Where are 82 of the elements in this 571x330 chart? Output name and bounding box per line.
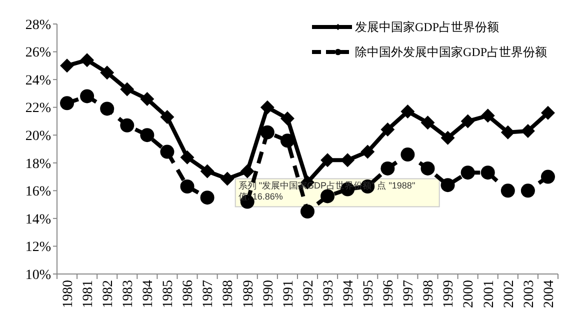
- x-tick-label: 1990: [261, 280, 276, 308]
- x-tick-label: 1984: [141, 280, 156, 308]
- point: [320, 153, 335, 168]
- point: [420, 161, 435, 176]
- point: [240, 164, 254, 178]
- point: [280, 134, 294, 148]
- point: [380, 122, 395, 137]
- x-tick-label: 1983: [121, 280, 136, 308]
- point: [460, 166, 475, 180]
- point: [440, 130, 455, 145]
- y-tick-label: 18%: [25, 156, 52, 172]
- point: [120, 118, 134, 132]
- point: [420, 116, 435, 130]
- point: [500, 184, 515, 198]
- x-tick-label: 2001: [482, 280, 497, 308]
- point: [140, 128, 154, 142]
- x-tick-label: 1997: [402, 280, 417, 308]
- legend-label: 发展中国家GDP占世界份额: [355, 20, 500, 34]
- point: [440, 178, 455, 192]
- point: [180, 150, 194, 164]
- point: [160, 144, 174, 159]
- y-tick-label: 10%: [25, 268, 52, 283]
- point: [480, 108, 495, 123]
- point: [220, 172, 234, 186]
- x-tick-label: 1996: [382, 280, 397, 308]
- point: [520, 184, 535, 198]
- x-tick-label: 1985: [161, 280, 176, 308]
- x-tick-label: 1986: [181, 280, 196, 308]
- x-tick-label: 1992: [301, 280, 316, 308]
- x-tick-label: 1995: [362, 280, 377, 308]
- point: [120, 82, 134, 96]
- point: [320, 189, 335, 204]
- x-tick-label: 2002: [502, 280, 517, 308]
- legend-label: 除中国外发展中国家GDP占世界份额: [355, 45, 548, 60]
- x-tick-label: 1987: [201, 280, 216, 308]
- point: [80, 89, 94, 104]
- point: [160, 110, 174, 124]
- point: [460, 114, 475, 128]
- point: [520, 124, 535, 138]
- x-tick-label: 2004: [542, 280, 557, 308]
- x-tick-label: 1982: [101, 280, 116, 308]
- point: [260, 100, 274, 114]
- point: [500, 125, 515, 140]
- x-tick-label: 1998: [422, 280, 437, 308]
- point: [200, 190, 214, 205]
- point: [260, 125, 274, 140]
- x-tick-label: 1994: [341, 280, 356, 308]
- point: [400, 148, 415, 162]
- point: [60, 96, 74, 110]
- point: [180, 180, 194, 194]
- y-tick-label: 16%: [25, 184, 52, 200]
- point: [340, 153, 355, 168]
- x-tick-label: 1980: [60, 280, 76, 308]
- x-tick-label: 1999: [442, 280, 457, 308]
- point: [360, 144, 375, 159]
- y-tick-label: 24%: [25, 73, 52, 88]
- point: [80, 53, 94, 68]
- point: [100, 66, 114, 80]
- point: [60, 58, 74, 73]
- point: [140, 92, 154, 106]
- y-tick-label: 20%: [25, 129, 52, 144]
- point: [480, 166, 495, 180]
- x-tick-label: 1989: [241, 280, 256, 308]
- point: [200, 164, 214, 178]
- point: [540, 170, 555, 184]
- x-tick-label: 1988: [221, 280, 236, 308]
- point: [400, 104, 415, 118]
- y-tick-label: 14%: [25, 212, 52, 228]
- y-tick-label: 22%: [25, 101, 52, 116]
- x-tick-label: 1993: [321, 280, 336, 308]
- point: [380, 161, 395, 176]
- x-tick-label: 1991: [281, 280, 296, 308]
- x-tick-label: 1981: [80, 280, 96, 308]
- point: [280, 111, 294, 126]
- point: [300, 204, 314, 218]
- x-tick-label: 2003: [522, 280, 537, 308]
- y-tick-label: 26%: [25, 46, 52, 61]
- y-tick-label: 28%: [25, 18, 52, 33]
- point: [540, 106, 555, 120]
- y-tick-label: 12%: [25, 240, 52, 256]
- point: [100, 102, 114, 116]
- x-tick-label: 2000: [462, 280, 477, 308]
